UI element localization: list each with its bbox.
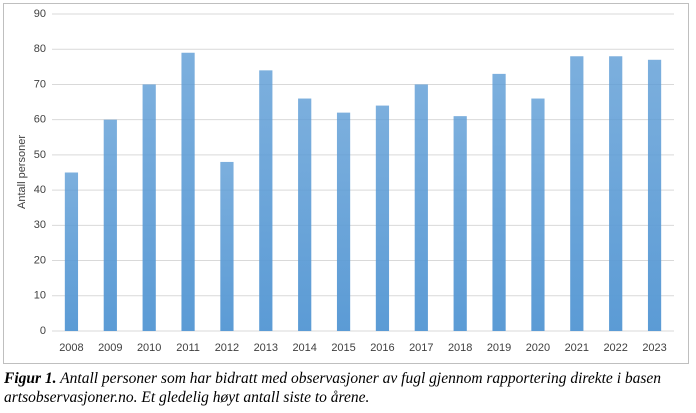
y-tick-label: 60 xyxy=(34,114,46,126)
x-tick-label: 2010 xyxy=(137,342,161,354)
y-tick-label: 80 xyxy=(34,43,46,55)
x-tick-label: 2019 xyxy=(487,342,511,354)
x-tick-label: 2017 xyxy=(409,342,433,354)
bar xyxy=(609,56,623,332)
bar xyxy=(492,73,506,331)
x-tick-label: 2008 xyxy=(59,342,83,354)
x-tick-label: 2016 xyxy=(370,342,394,354)
bar xyxy=(220,161,234,331)
bar xyxy=(453,116,467,332)
y-tick-label: 30 xyxy=(34,219,46,231)
y-axis-label: Antall personer xyxy=(16,135,28,209)
caption: Figur 1. Antall personer som har bidratt… xyxy=(4,369,684,407)
x-tick-label: 2015 xyxy=(331,342,355,354)
bar xyxy=(259,70,273,331)
bar xyxy=(414,84,428,331)
y-tick-label: 0 xyxy=(40,325,46,337)
bar xyxy=(531,98,545,332)
y-tick-label: 50 xyxy=(34,149,46,161)
x-tick-label: 2023 xyxy=(642,342,666,354)
chart-frame xyxy=(3,3,689,364)
y-tick-label: 70 xyxy=(34,78,46,90)
x-tick-label: 2009 xyxy=(98,342,122,354)
x-tick-label: 2020 xyxy=(526,342,550,354)
y-tick-label: 90 xyxy=(34,8,46,20)
x-tick-label: 2012 xyxy=(215,342,239,354)
bar xyxy=(103,119,117,332)
y-tick-label: 10 xyxy=(34,290,46,302)
bar xyxy=(647,59,662,332)
x-tick-label: 2013 xyxy=(254,342,278,354)
x-tick-label: 2018 xyxy=(448,342,472,354)
y-tick-label: 40 xyxy=(34,184,46,196)
chart: Antall personer 0 10 20 30 40 50 60 70 80 90 2008 2… xyxy=(16,8,674,354)
caption-text: Antall personer som har bidratt med obse… xyxy=(4,370,662,406)
bar xyxy=(570,56,584,332)
x-tick-label: 2021 xyxy=(565,342,589,354)
y-tick-label: 20 xyxy=(34,254,46,266)
bar xyxy=(64,172,79,331)
bar xyxy=(181,52,195,331)
x-tick-label: 2014 xyxy=(292,342,316,354)
bar xyxy=(298,98,312,332)
x-tick-label: 2011 xyxy=(176,342,200,354)
bar xyxy=(142,84,156,331)
x-tick-label: 2022 xyxy=(603,342,627,354)
bar xyxy=(336,112,351,331)
bar xyxy=(375,105,390,331)
caption-label: Figur 1. xyxy=(4,370,57,387)
